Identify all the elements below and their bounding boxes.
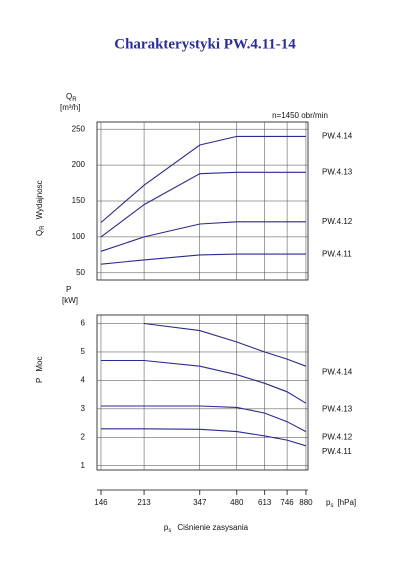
x-tick-label: 746 [280, 498, 294, 507]
line-series [100, 253, 306, 265]
y-tick-label: 6 [81, 319, 86, 328]
series-label: PW.4.14 [322, 131, 353, 140]
line-series [144, 322, 307, 367]
y-tick-label: 1 [81, 461, 86, 470]
y-label: P Moc [35, 357, 44, 383]
line-series [101, 405, 307, 433]
y-label: QR Wydajnosc [35, 180, 45, 236]
annotation: n=1450 obr/min [272, 111, 328, 120]
series-label: PW.4.12 [322, 217, 353, 226]
x-label-text: Ciśnienie zasysania [177, 523, 248, 532]
x-tick-label: 347 [193, 498, 207, 507]
line-series [101, 428, 307, 447]
y-unit: [kW] [62, 296, 78, 305]
x-symbol: p [326, 498, 331, 507]
y-symbol: Q [66, 92, 72, 101]
y-tick-label: 5 [81, 347, 86, 356]
y-unit: [m³/h] [60, 103, 80, 112]
y-tick-label: 4 [81, 376, 86, 385]
line-series [100, 171, 306, 238]
x-tick-label: 613 [258, 498, 272, 507]
y-symbol: QR [66, 92, 77, 102]
x-tick-label: 880 [299, 498, 313, 507]
line-series [100, 221, 306, 252]
y-tick-label: 3 [81, 404, 86, 413]
series-label: PW.4.13 [322, 404, 353, 413]
x-tick-label: 146 [94, 498, 108, 507]
x-tick-label: 213 [137, 498, 151, 507]
series-label: PW.4.14 [322, 367, 353, 376]
y-tick-label: 50 [76, 268, 85, 277]
y-label-text: Wydajnosc [35, 180, 44, 219]
y-tick-label: 2 [81, 432, 86, 441]
plot-frame [96, 314, 309, 471]
x-unit: [hPa] [337, 498, 356, 507]
y-symbol: Q [35, 230, 44, 236]
y-symbol-sub: R [40, 225, 46, 230]
x-symbol-sub: s [330, 503, 333, 509]
y-tick-label: 100 [72, 232, 86, 241]
y-symbol-sub: R [72, 97, 77, 103]
chart-title: Charakterystyki PW.4.11-14 [114, 36, 296, 52]
x-tick-label: 480 [230, 498, 244, 507]
y-symbol: P [66, 285, 71, 294]
y-label-text: Moc [35, 357, 44, 372]
x-unit-label: ps [hPa] [326, 498, 356, 508]
x-symbol: p [164, 523, 169, 532]
y-symbol: P [35, 378, 44, 383]
series-label: PW.4.13 [322, 167, 353, 176]
series-label: PW.4.11 [322, 447, 352, 456]
line-series [100, 135, 306, 223]
x-label: ps Ciśnienie zasysania [164, 523, 249, 533]
x-symbol-sub: s [168, 528, 171, 534]
y-tick-label: 150 [72, 196, 86, 205]
line-series [101, 359, 307, 404]
series-label: PW.4.12 [322, 433, 353, 442]
y-tick-label: 200 [72, 160, 86, 169]
y-tick-label: 250 [72, 124, 86, 133]
series-label: PW.4.11 [322, 249, 352, 258]
